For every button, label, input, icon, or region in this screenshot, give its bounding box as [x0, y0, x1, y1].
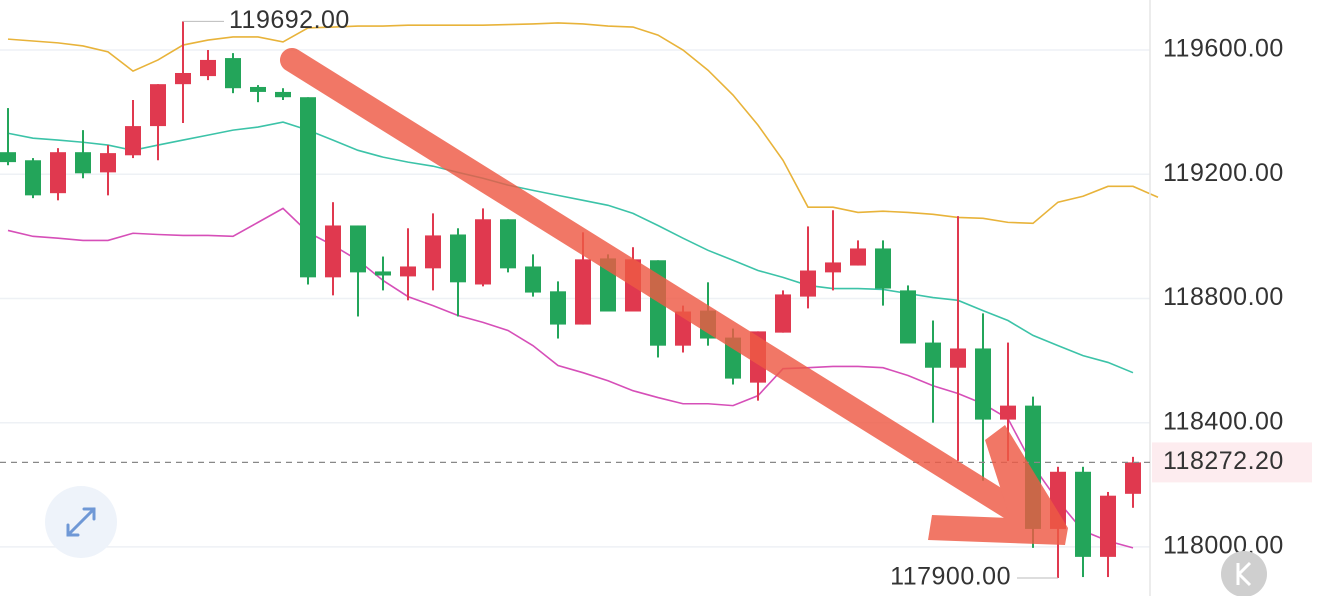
- candle-body: [900, 290, 916, 344]
- candle-body: [300, 97, 316, 278]
- candle-body: [950, 348, 966, 368]
- candle-body: [1000, 405, 1016, 420]
- band-line: [7, 22, 1159, 225]
- candle-body: [850, 248, 866, 266]
- candle-body: [1125, 462, 1141, 494]
- y-tick-label: 118000.00: [1163, 532, 1284, 560]
- candle-body: [75, 152, 91, 174]
- candle-body: [925, 342, 941, 368]
- candle-body: [0, 152, 16, 163]
- candle-body: [1100, 495, 1116, 557]
- last-price-label: 118272.20: [1163, 447, 1284, 475]
- candle-body: [275, 91, 291, 98]
- candle-body: [1075, 471, 1091, 557]
- candle-body: [525, 266, 541, 293]
- y-tick-label: 119600.00: [1163, 35, 1284, 63]
- candle-body: [975, 348, 991, 420]
- candle-body: [125, 126, 141, 156]
- bands: [7, 22, 1159, 549]
- candle-body: [50, 152, 66, 194]
- candle-body: [200, 59, 216, 77]
- candle-body: [325, 225, 341, 278]
- min-label: 117900.00: [890, 563, 1011, 591]
- candles: [0, 21, 1141, 578]
- expand-button[interactable]: [45, 486, 117, 558]
- k-button[interactable]: [1221, 551, 1267, 596]
- candle-body: [475, 219, 491, 285]
- candle-body: [175, 72, 191, 85]
- candle-body: [575, 259, 591, 325]
- candle-body: [500, 219, 516, 269]
- last-price-box: [1152, 442, 1312, 483]
- candle-body: [425, 235, 441, 269]
- candle-body: [775, 294, 791, 333]
- labels: 119600.00 119200.00 118800.00 118400.00 1180…: [0, 6, 1312, 591]
- candle-body: [550, 291, 566, 325]
- candle-body: [150, 84, 166, 127]
- y-tick-label: 118400.00: [1163, 407, 1284, 435]
- candle-body: [225, 58, 241, 89]
- candle-body: [350, 225, 366, 273]
- candle-body: [25, 160, 41, 196]
- candle-body: [400, 266, 416, 277]
- candle-body: [450, 234, 466, 283]
- band-line: [7, 121, 1134, 374]
- band-line: [7, 207, 1134, 549]
- y-tick-label: 119200.00: [1163, 159, 1284, 187]
- y-tick-label: 118800.00: [1163, 283, 1284, 311]
- candle-body: [375, 271, 391, 276]
- candle-body: [875, 248, 891, 289]
- candle-body: [250, 86, 266, 92]
- max-label: 119692.00: [229, 6, 350, 34]
- candle-body: [800, 270, 816, 297]
- candle-body: [100, 153, 116, 173]
- trend-arrow: [280, 48, 1068, 545]
- candle-body: [825, 262, 841, 273]
